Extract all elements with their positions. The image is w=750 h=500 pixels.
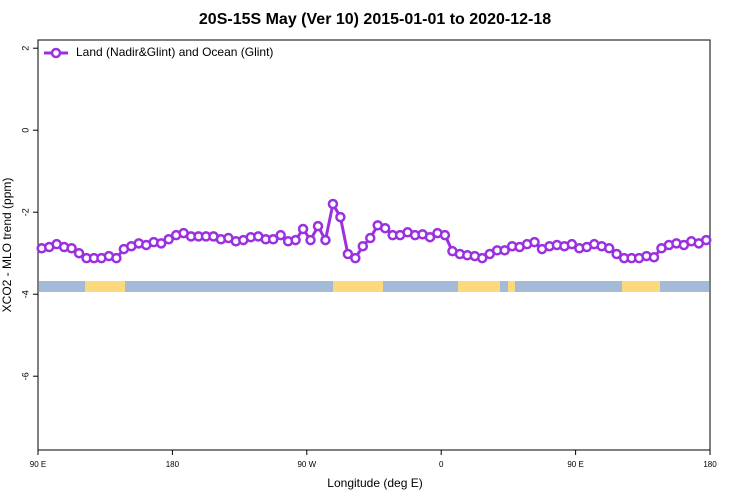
x-tick-label: 0 <box>439 460 444 469</box>
point <box>365 232 376 244</box>
point <box>379 222 391 234</box>
point <box>566 238 578 250</box>
point <box>111 252 122 264</box>
point <box>163 234 174 245</box>
x-tick-label: 180 <box>166 460 180 469</box>
point <box>529 236 540 248</box>
point <box>648 252 660 263</box>
y-axis-label: XCO2 - MLO trend (ppm) <box>0 178 14 313</box>
point <box>439 229 451 241</box>
point <box>603 243 615 254</box>
point <box>701 234 712 246</box>
point <box>424 231 436 243</box>
point <box>499 245 510 256</box>
point <box>477 252 488 264</box>
point <box>320 234 331 246</box>
x-tick-label: 90 E <box>30 460 46 469</box>
legend-marker <box>50 47 62 59</box>
y-tick-label: -2 <box>20 208 30 216</box>
point <box>66 243 77 254</box>
x-axis-label: Longitude (deg E) <box>327 476 422 490</box>
x-tick-label: 180 <box>703 460 717 469</box>
point <box>297 223 309 235</box>
point <box>342 248 354 260</box>
point <box>290 234 301 246</box>
point <box>73 247 85 259</box>
y-tick-label: -4 <box>20 290 30 298</box>
point <box>611 248 622 260</box>
point <box>305 234 316 246</box>
surface-band <box>39 281 709 292</box>
legend-label: Land (Nadir&Glint) and Ocean (Glint) <box>76 45 273 59</box>
point <box>155 238 167 249</box>
point <box>327 198 339 210</box>
point <box>350 252 361 264</box>
x-tick-label: 90 W <box>297 460 316 469</box>
point <box>275 229 286 241</box>
x-tick-label: 90 E <box>567 460 583 469</box>
y-tick-label: -6 <box>20 372 30 380</box>
point <box>357 240 369 252</box>
point <box>312 220 324 232</box>
point <box>267 234 279 245</box>
y-tick-label: 2 <box>20 46 30 51</box>
y-tick-label: 0 <box>20 128 30 133</box>
point <box>335 211 346 223</box>
chart-title: 20S-15S May (Ver 10) 2015-01-01 to 2020-… <box>199 11 551 28</box>
